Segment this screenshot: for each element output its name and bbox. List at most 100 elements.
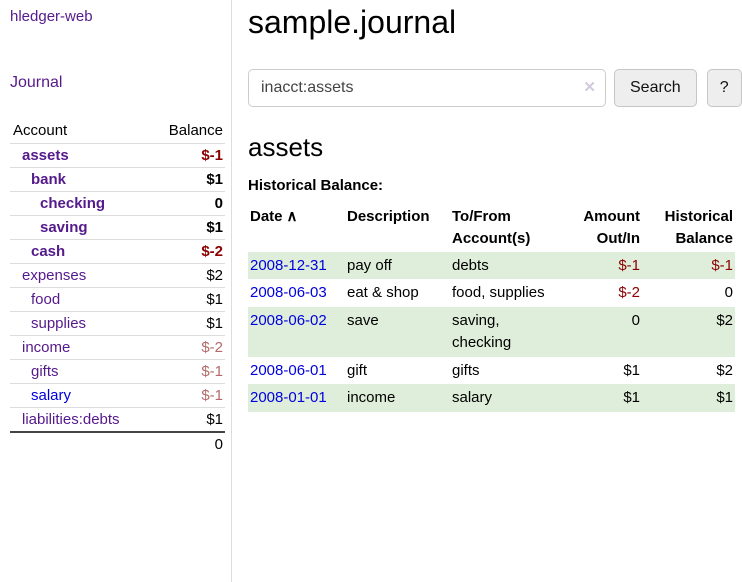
account-row: expenses $2 [10,263,225,288]
accounts-total-row: 0 [10,431,225,456]
account-link[interactable]: checking [40,195,106,212]
account-link[interactable]: bank [31,171,67,188]
register-header-amount: Amount Out/In [583,208,640,247]
account-balance: $-1 [149,359,225,384]
account-balance: $1 [149,167,225,192]
transaction-amount: $-1 [555,251,642,280]
transaction-amount: 0 [555,307,642,357]
transaction-accounts: gifts [452,361,480,379]
account-balance: $-2 [149,239,225,264]
transaction-description: income [345,384,450,412]
transaction-description: gift [347,361,368,379]
account-row: gifts $-1 [10,359,225,384]
transaction-description: pay off [345,251,450,280]
account-row: food $1 [10,287,225,312]
transaction-date-link[interactable]: 2008-06-01 [250,361,327,379]
account-row: saving $1 [10,215,225,240]
sort-ascending-icon: ∧ [286,208,298,225]
transaction-accounts: salary [450,384,555,412]
account-row: salary $-1 [10,383,225,408]
transaction-amount: $1 [623,361,640,379]
account-balance: $1 [149,215,225,240]
transaction-row: 2008-01-01 income salary $1 $1 [248,384,735,412]
account-row: cash $-2 [10,239,225,264]
account-link[interactable]: liabilities:debts [22,411,120,428]
register-header-date[interactable]: Date ∧ [250,208,298,225]
transaction-date-link[interactable]: 2008-01-01 [250,389,327,407]
account-link[interactable]: assets [22,147,69,164]
account-link[interactable]: gifts [31,363,59,380]
account-row: assets $-1 [10,143,225,168]
account-row: liabilities:debts $1 [10,407,225,433]
transaction-date-cell: 2008-06-01 [248,357,345,385]
account-link[interactable]: saving [40,219,88,236]
register-header-accounts: To/From Account(s) [452,208,531,247]
accounts-header-balance: Balance [149,119,225,144]
account-name-cell: income [10,335,150,360]
account-balance: $1 [149,407,225,433]
account-name-cell: bank [10,167,150,192]
transaction-description: save [345,307,450,357]
account-link[interactable]: salary [31,387,72,404]
chart-label: Historical Balance: [248,177,384,194]
accounts-table-body: assets $-1 bank $1 checking 0 saving $1 cash $-2 e… [10,143,225,433]
account-balance: $1 [149,311,225,336]
sidebar: hledger-web Journal Account Balance asse… [0,0,232,582]
account-row: checking 0 [10,191,225,216]
transaction-amount: $-2 [618,284,640,302]
account-link[interactable]: supplies [31,315,87,332]
account-balance: $-2 [149,335,225,360]
account-row: supplies $1 [10,311,225,336]
register-table-body: 2008-12-31 pay off debts $-1 $-1 2008-06-03 ea… [248,251,735,412]
account-row: income $-2 [10,335,225,360]
account-name-cell: expenses [10,263,150,288]
transaction-balance: $2 [716,361,733,379]
account-balance: $-1 [149,143,225,168]
help-button[interactable]: ? [706,69,742,107]
page-title: sample.journal [248,4,457,40]
search-input[interactable] [248,69,606,107]
account-heading: assets [248,132,324,162]
main-content: sample.journal ✕ Search ? assets Histori… [232,0,742,582]
transaction-date-cell: 2008-06-02 [248,307,345,357]
clear-search-icon[interactable]: ✕ [583,79,596,96]
account-name-cell: assets [10,143,150,168]
register-header-balance: Historical Balance [664,208,733,247]
account-link[interactable]: income [22,339,71,356]
transaction-date-cell: 2008-12-31 [248,251,345,280]
transaction-row: 2008-06-03 eat & shop food, supplies $-2 0 [248,279,735,307]
search-button[interactable]: Search [614,69,697,107]
register-table: Date ∧ Description To/From Account(s) Amo… [248,204,735,412]
transaction-date-link[interactable]: 2008-12-31 [250,256,327,274]
transaction-balance: $-1 [642,251,735,280]
transaction-date-cell: 2008-06-03 [248,279,345,307]
account-name-cell: gifts [10,359,150,384]
account-link[interactable]: cash [31,243,66,260]
transaction-date-link[interactable]: 2008-06-03 [250,284,327,302]
account-balance: $-1 [149,383,225,408]
account-name-cell: checking [10,191,150,216]
accounts-header-account: Account [10,119,150,144]
transaction-row: 2008-06-02 save saving, checking 0 $2 [248,307,735,357]
transaction-row: 2008-12-31 pay off debts $-1 $-1 [248,251,735,280]
transaction-balance: $1 [642,384,735,412]
transaction-description: eat & shop [347,284,419,302]
account-link[interactable]: expenses [22,267,87,284]
transaction-date-link[interactable]: 2008-06-02 [250,312,327,329]
transaction-accounts: food, supplies [452,284,545,302]
account-name-cell: saving [10,215,150,240]
register-header-description: Description [347,208,430,225]
search-form: ✕ Search ? [248,69,742,107]
account-name-cell: supplies [10,311,150,336]
sidebar-item-journal[interactable]: Journal [10,74,63,91]
transaction-accounts: saving, checking [450,307,555,357]
app-title-link[interactable]: hledger-web [10,8,93,25]
transaction-balance: $2 [642,307,735,357]
account-name-cell: food [10,287,150,312]
account-link[interactable]: food [31,291,61,308]
accounts-table: Account Balance assets $-1 bank $1 checking 0… [10,119,225,456]
account-name-cell: liabilities:debts [10,407,150,433]
transaction-date-cell: 2008-01-01 [248,384,345,412]
transaction-accounts: debts [450,251,555,280]
